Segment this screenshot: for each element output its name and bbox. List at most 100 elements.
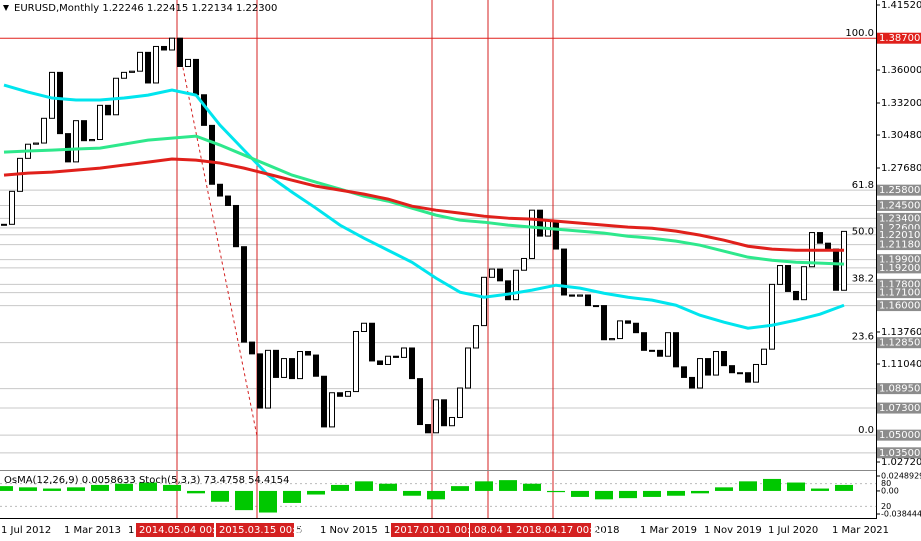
candle [761,348,767,365]
candle [657,349,663,357]
osma-bar [115,483,133,491]
level-tag-bg [877,32,921,44]
x-tick-label: 1 Nov 2019 [704,525,762,536]
candle [473,325,479,349]
candle [97,104,103,141]
plot-layer [0,37,853,513]
osma-bar [19,487,37,491]
candle [113,77,119,116]
osma-bar [331,484,349,491]
candle [521,257,527,271]
candle [497,268,503,282]
date-tag: .08.04 12 [471,525,519,536]
candle [713,351,719,376]
date-tag-bg [216,523,294,537]
candle [65,133,71,163]
level-tag-bg [877,402,921,414]
candle [481,276,487,327]
candle [81,120,87,142]
candle [649,349,655,352]
osc-tick-label: 0.00 [881,486,899,495]
candle [1,223,7,226]
candle [9,190,15,225]
fib-label: 50.0 [852,227,874,238]
x-tick-label: 5 [296,525,302,536]
x-tick-label: 1 [384,525,390,536]
candle [457,387,463,418]
candle [793,290,799,301]
level-tag: 1.25800 [879,185,920,196]
candle [777,265,783,285]
candle [193,58,199,96]
candle [425,424,431,434]
candle [801,266,807,301]
candle [449,416,455,427]
x-tick-label: 1 [128,525,134,536]
osc-tick-label: 0.0248929 [881,472,921,481]
date-tag: 2014.05.04 00:00 [139,525,228,536]
level-tag-bg [877,254,921,266]
date-tag-bg [470,523,513,537]
candle [569,294,575,297]
level-tag-bg [877,383,921,395]
candle [721,351,727,367]
candle [121,71,127,79]
candle [561,248,567,296]
candle [73,120,79,163]
candle [105,104,111,116]
level-tag: 1.19200 [879,263,920,274]
osma-bar [667,490,685,496]
osma-bar [451,486,469,491]
candle [745,372,751,383]
candle [705,358,711,376]
stoch-level-label: 80 [881,479,891,488]
candle [161,45,167,51]
candle [529,209,535,259]
candle [241,246,247,343]
candle [233,204,239,248]
candle [833,248,839,291]
candle [409,347,415,380]
candle [33,142,39,145]
osma-bar [691,490,709,494]
level-tag-bg [877,212,921,224]
fibo-trendline [176,37,258,437]
candle [225,195,231,206]
osma-bar [211,490,229,502]
y-tick-label: 1.11040 [881,359,921,370]
candle [665,332,671,357]
fib-label: 61.8 [852,180,874,191]
candle [601,305,607,341]
open: 1.22246 [102,3,143,14]
level-tag: 1.38700 [879,33,920,44]
x-tick-label: 2018 [594,525,619,536]
level-tag-bg [877,287,921,299]
level-tag: 1.23400 [879,213,920,224]
level-tag-bg [877,239,921,251]
candle [553,220,559,250]
chart-header: EURUSD,Monthly 1.22246 1.22415 1.22134 1… [14,3,277,14]
y-tick-label: 1.30480 [881,130,921,141]
date-tag: 2017.01.01 00:00 [394,525,483,536]
candle [825,242,831,250]
candle [217,183,223,197]
candle [441,399,447,427]
y-tick-label: 1.36000 [881,65,921,76]
osma-bar [355,481,373,491]
level-tag-bg [877,447,921,459]
candle [377,360,383,365]
candle [297,351,303,380]
x-tick-label: 1 Mar 2013 [64,525,121,536]
osma-bar [0,486,13,491]
level-tag-bg [877,222,921,234]
candle [737,372,743,375]
candle [353,330,359,393]
candle [625,320,631,324]
osma-bar [139,482,157,491]
moving-average [3,134,845,266]
osma-bar [571,490,589,497]
osma-bar [739,481,757,491]
osc-tick-label: -0.0384447 [881,510,921,519]
candle [417,378,423,426]
